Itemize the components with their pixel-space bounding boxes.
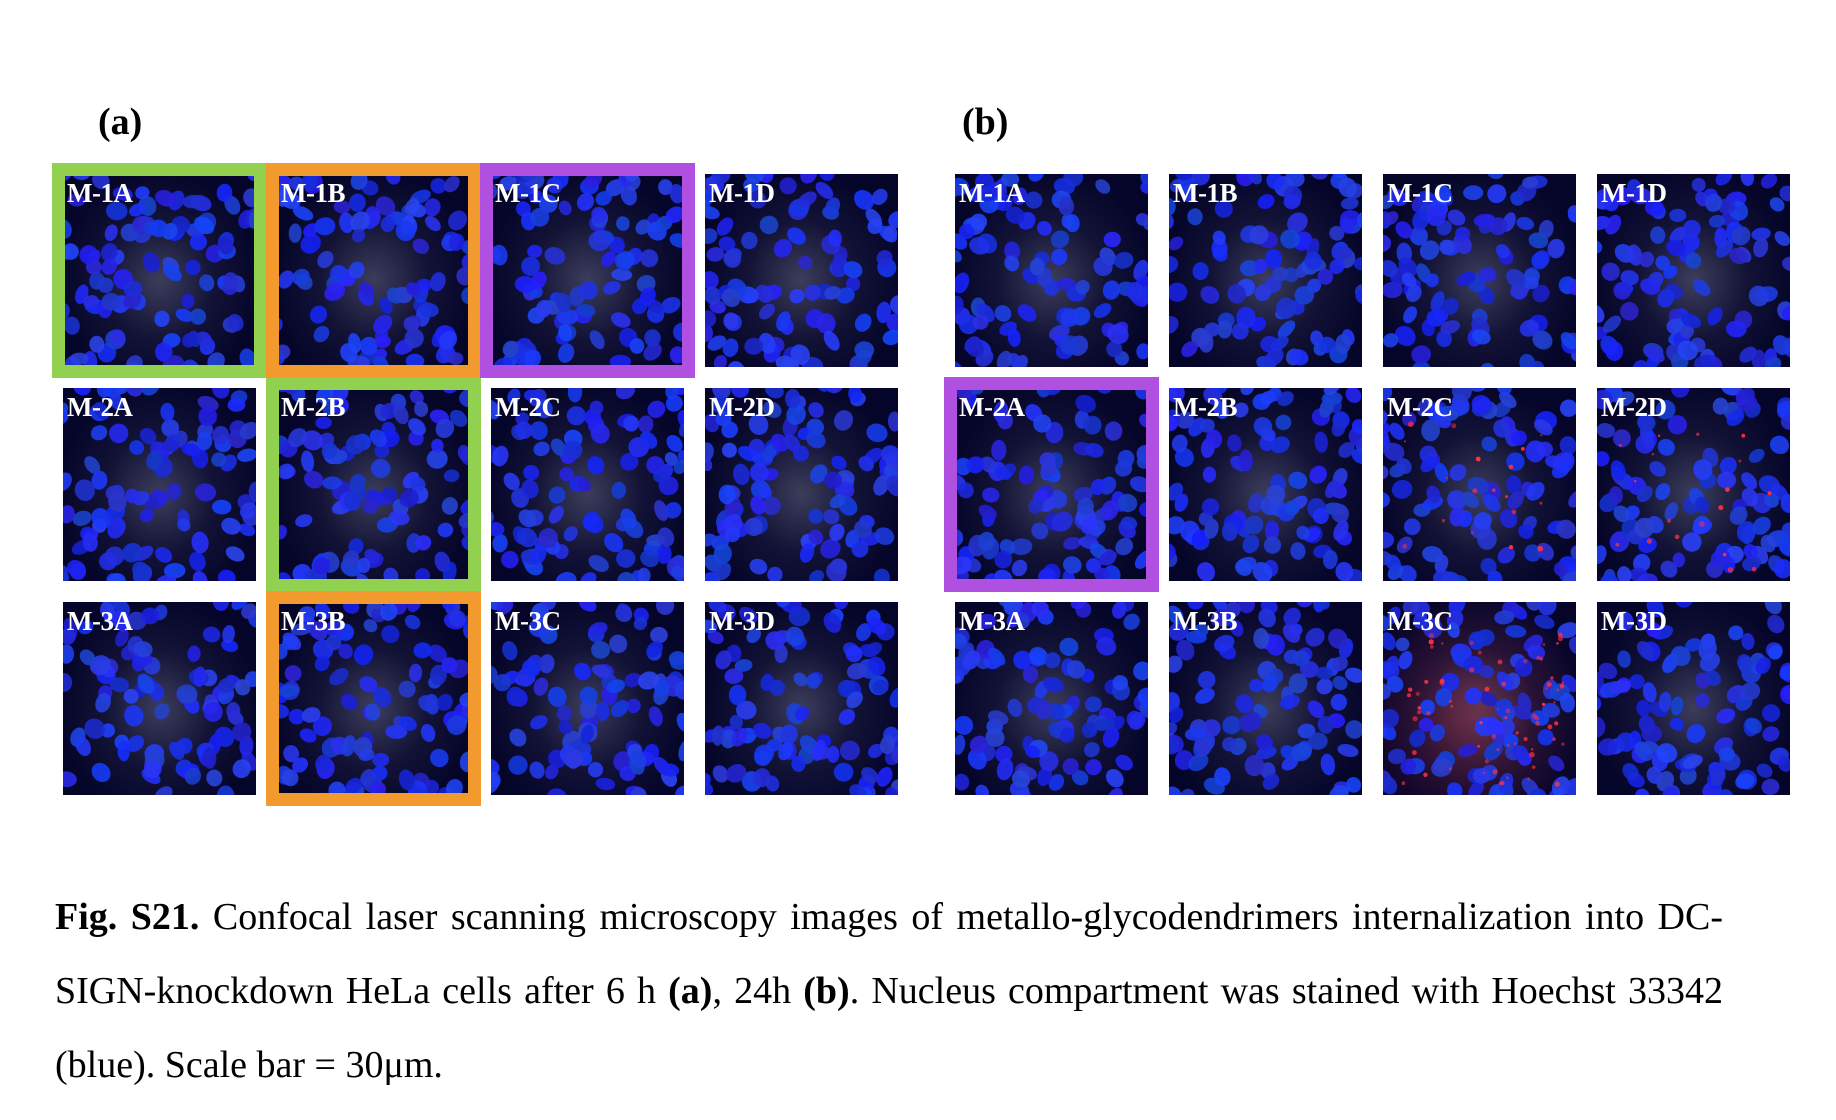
- microscopy-image: M-2A: [63, 388, 256, 581]
- microscopy-image: M-1C: [1383, 174, 1576, 367]
- image-label: M-2C: [1387, 392, 1453, 422]
- image-label: M-2B: [281, 392, 345, 422]
- microscopy-image: M-2A: [955, 388, 1148, 581]
- image-label: M-2A: [959, 392, 1025, 422]
- microscopy-image: M-2C: [1383, 388, 1576, 581]
- image-label: M-3D: [709, 606, 775, 636]
- microscopy-image: M-3A: [63, 602, 256, 795]
- microscopy-image: M-2B: [1169, 388, 1362, 581]
- microscopy-image: M-3A: [955, 602, 1148, 795]
- image-label: M-3D: [1601, 606, 1667, 636]
- image-label: M-1B: [281, 178, 345, 208]
- microscopy-image: M-2D: [1597, 388, 1790, 581]
- microscopy-image: M-3D: [705, 602, 898, 795]
- image-label: M-2C: [495, 392, 561, 422]
- microscopy-image: M-1C: [491, 174, 684, 367]
- microscopy-image: M-1A: [955, 174, 1148, 367]
- microscopy-image: M-3D: [1597, 602, 1790, 795]
- microscopy-image: M-1B: [277, 174, 470, 367]
- image-label: M-1A: [67, 178, 133, 208]
- image-label: M-2A: [67, 392, 133, 422]
- image-label: M-1C: [1387, 178, 1453, 208]
- figure-caption: Fig. S21. Confocal laser scanning micros…: [55, 880, 1723, 1102]
- image-label: M-2B: [1173, 392, 1237, 422]
- microscopy-image: M-3B: [277, 602, 470, 795]
- image-label: M-3B: [281, 606, 345, 636]
- caption-text-3: . Nucleus compartment was stained with H…: [55, 970, 1724, 1086]
- microscopy-image: M-2B: [277, 388, 470, 581]
- microscopy-image: M-1B: [1169, 174, 1362, 367]
- microscopy-image: M-1D: [1597, 174, 1790, 367]
- microscopy-image: M-2C: [491, 388, 684, 581]
- figure-label: Fig. S21.: [55, 896, 200, 938]
- image-label: M-2D: [1601, 392, 1667, 422]
- image-label: M-1A: [959, 178, 1025, 208]
- image-label: M-1D: [1601, 178, 1667, 208]
- microscopy-image: M-1D: [705, 174, 898, 367]
- microscopy-image: M-3B: [1169, 602, 1362, 795]
- panel-a-label: (a): [98, 101, 143, 143]
- microscopy-image: M-1A: [63, 174, 256, 367]
- microscopy-image: M-3C: [1383, 602, 1576, 795]
- caption-ref-b: (b): [803, 970, 850, 1012]
- image-label: M-3C: [1387, 606, 1453, 636]
- image-label: M-1C: [495, 178, 561, 208]
- image-label: M-3C: [495, 606, 561, 636]
- panel-b-label: (b): [962, 101, 1009, 143]
- microscopy-image: M-3C: [491, 602, 684, 795]
- image-label: M-3A: [959, 606, 1025, 636]
- caption-text-1: Confocal laser scanning microscopy image…: [55, 896, 1723, 1012]
- image-label: M-3A: [67, 606, 133, 636]
- caption-ref-a: (a): [668, 970, 713, 1012]
- image-label: M-1D: [709, 178, 775, 208]
- image-label: M-1B: [1173, 178, 1237, 208]
- image-label: M-2D: [709, 392, 775, 422]
- caption-text-2: , 24h: [712, 970, 804, 1012]
- microscopy-image: M-2D: [705, 388, 898, 581]
- image-label: M-3B: [1173, 606, 1237, 636]
